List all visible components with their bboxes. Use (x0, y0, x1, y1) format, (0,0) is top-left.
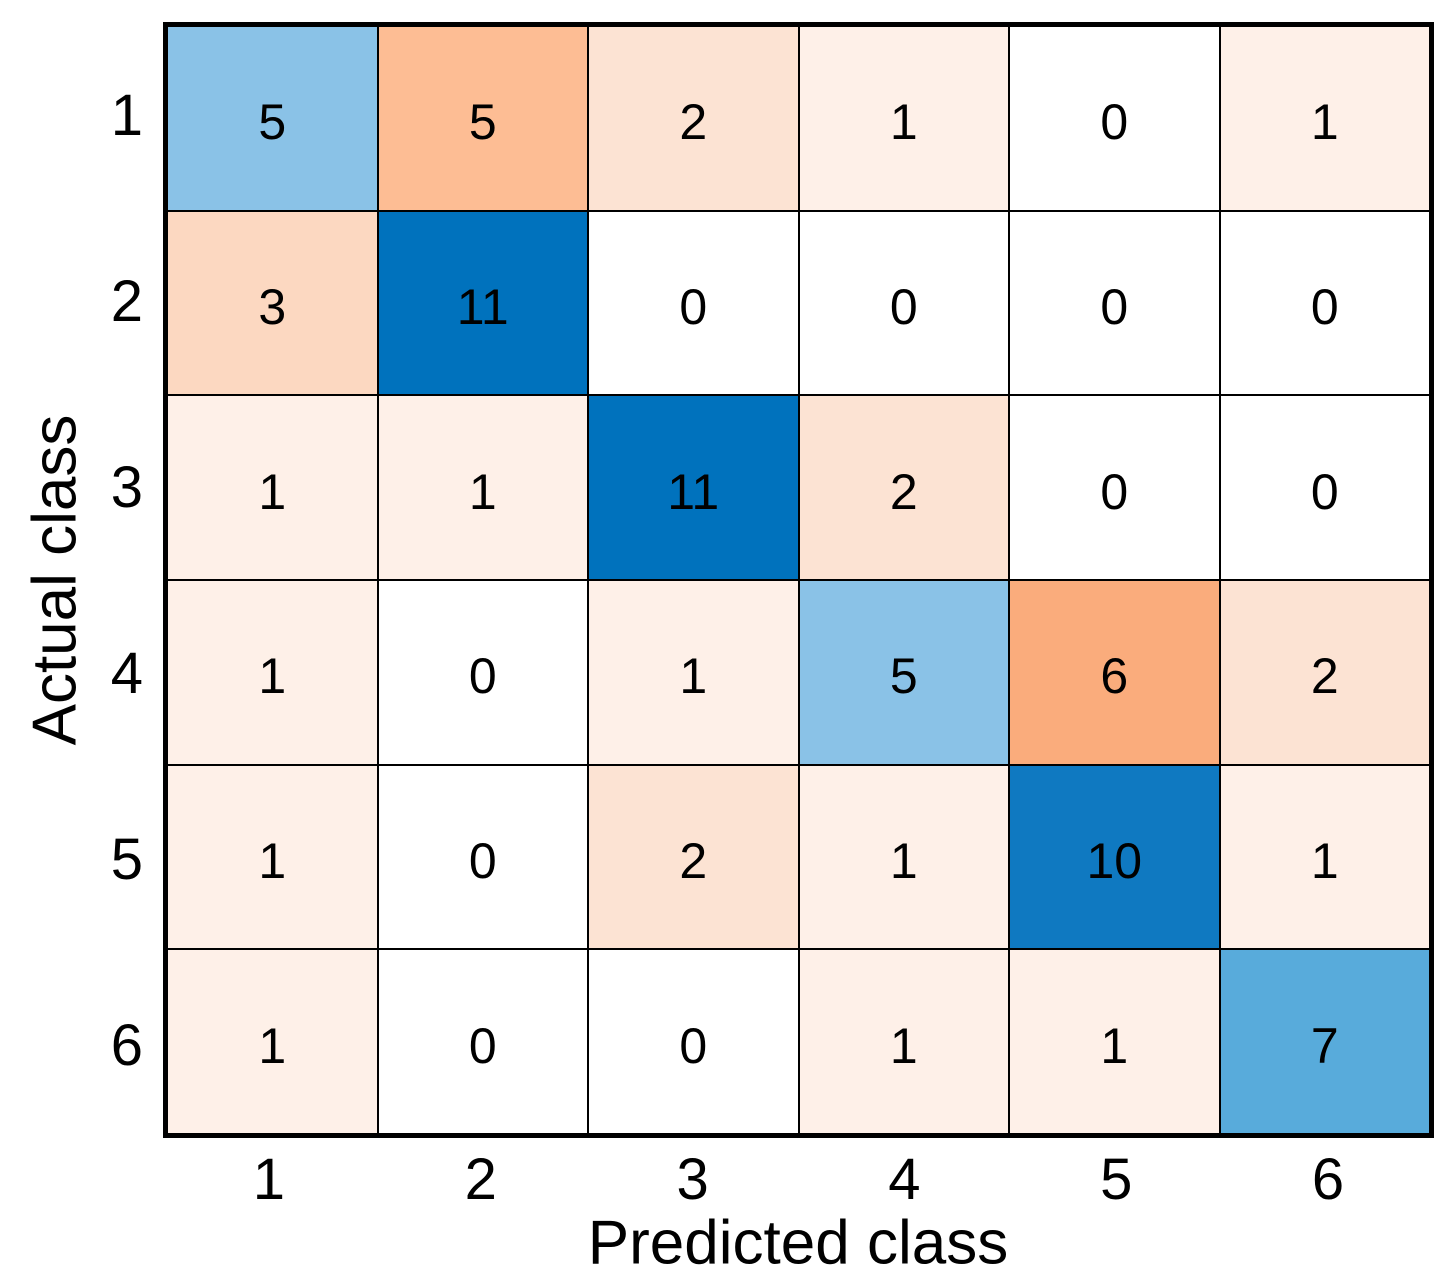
x-axis-label: Predicted class (587, 1208, 1009, 1278)
matrix-cell: 7 (1219, 949, 1430, 1134)
matrix-cell: 5 (377, 26, 588, 211)
cell-value: 0 (1100, 278, 1129, 335)
x-tick-label: 3 (676, 1147, 709, 1212)
cell-value: 0 (1310, 463, 1339, 520)
x-tick-label: 4 (888, 1147, 921, 1212)
cell-value: 2 (679, 94, 708, 151)
matrix-cell: 0 (377, 949, 588, 1134)
cell-value: 1 (258, 648, 287, 705)
matrix-cell: 0 (588, 949, 799, 1134)
matrix-cell: 1 (588, 580, 799, 765)
matrix-cell: 1 (1219, 764, 1430, 950)
matrix-cell: 1 (1219, 26, 1430, 211)
cell-value: 5 (258, 94, 287, 151)
cell-value: 1 (679, 648, 708, 705)
cell-value: 7 (1310, 1017, 1339, 1074)
matrix-cell: 0 (1219, 395, 1430, 580)
cell-value: 1 (258, 832, 287, 889)
matrix-cell: 5 (167, 26, 378, 211)
cell-value: 0 (1100, 463, 1129, 520)
y-tick-label: 5 (110, 826, 143, 892)
matrix-cell: 6 (1009, 580, 1220, 765)
matrix-cell: 1 (167, 395, 378, 580)
cell-value: 1 (468, 463, 497, 520)
cell-value: 1 (1100, 1017, 1129, 1074)
matrix-cell: 0 (1219, 210, 1430, 396)
matrix-cell: 0 (588, 210, 799, 396)
y-tick-label: 3 (110, 454, 143, 520)
cell-value: 5 (889, 648, 918, 705)
matrix-cell: 1 (167, 764, 378, 950)
cell-value: 10 (1086, 832, 1143, 889)
x-tick-label: 1 (252, 1147, 286, 1212)
matrix-cell: 1 (798, 764, 1009, 950)
cell-value: 2 (679, 832, 708, 889)
matrix-cell: 2 (798, 395, 1009, 580)
cell-value: 1 (258, 463, 287, 520)
matrix-cell: 0 (1009, 26, 1220, 211)
cell-value: 1 (889, 832, 918, 889)
cell-value: 0 (1310, 278, 1339, 335)
cell-value: 1 (889, 1017, 918, 1074)
cell-value: 0 (468, 1017, 497, 1074)
matrix-cell: 0 (798, 210, 1009, 396)
x-axis-ticks: 1 2 3 4 5 6 (163, 1146, 1434, 1216)
cell-value: 2 (889, 463, 918, 520)
x-tick-label: 2 (464, 1147, 497, 1212)
cell-value: 0 (468, 648, 497, 705)
matrix-cell: 2 (588, 764, 799, 950)
cell-value: 6 (1100, 648, 1129, 705)
cell-value: 0 (679, 278, 708, 335)
cell-value: 0 (889, 278, 918, 335)
y-tick-label: 1 (110, 82, 143, 148)
matrix-grid: 5 5 2 1 0 1 3 11 0 0 0 0 1 1 11 2 0 0 1 0 1 5 6 2 1 0 2 1 10 1 1 0 0 1 1 7 (163, 22, 1434, 1138)
cell-value: 1 (889, 94, 918, 151)
matrix-cell: 0 (377, 580, 588, 765)
matrix-cell: 1 (798, 949, 1009, 1134)
matrix-cell: 11 (588, 395, 799, 580)
y-axis-ticks: 1 2 3 4 5 6 (0, 22, 143, 1138)
x-tick-label: 6 (1311, 1147, 1345, 1212)
matrix-cell: 1 (167, 949, 378, 1134)
matrix-cell: 0 (1009, 210, 1220, 396)
matrix-cell: 5 (798, 580, 1009, 765)
matrix-cell: 3 (167, 210, 378, 396)
matrix-cell: 1 (377, 395, 588, 580)
cell-value: 11 (667, 463, 720, 520)
cell-value: 11 (456, 278, 509, 335)
matrix-cell: 0 (1009, 395, 1220, 580)
cell-value: 1 (1310, 94, 1339, 151)
matrix-cell: 1 (798, 26, 1009, 211)
matrix-cell: 10 (1009, 764, 1220, 950)
matrix-cell: 2 (1219, 580, 1430, 765)
cell-value: 1 (1310, 832, 1339, 889)
cell-value: 5 (468, 94, 497, 151)
y-tick-label: 6 (110, 1012, 143, 1078)
matrix-cell: 1 (1009, 949, 1220, 1134)
matrix-cell: 11 (377, 210, 588, 396)
cell-value: 0 (679, 1017, 708, 1074)
matrix-cell: 0 (377, 764, 588, 950)
x-tick-label: 5 (1100, 1147, 1133, 1212)
y-tick-label: 2 (110, 268, 143, 334)
cell-value: 0 (1100, 94, 1129, 151)
matrix-cell: 1 (167, 580, 378, 765)
matrix-cell: 2 (588, 26, 799, 211)
cell-value: 2 (1310, 648, 1339, 705)
cell-value: 3 (258, 278, 287, 335)
cell-value: 0 (468, 832, 497, 889)
cell-value: 1 (258, 1017, 287, 1074)
y-tick-label: 4 (110, 640, 143, 706)
